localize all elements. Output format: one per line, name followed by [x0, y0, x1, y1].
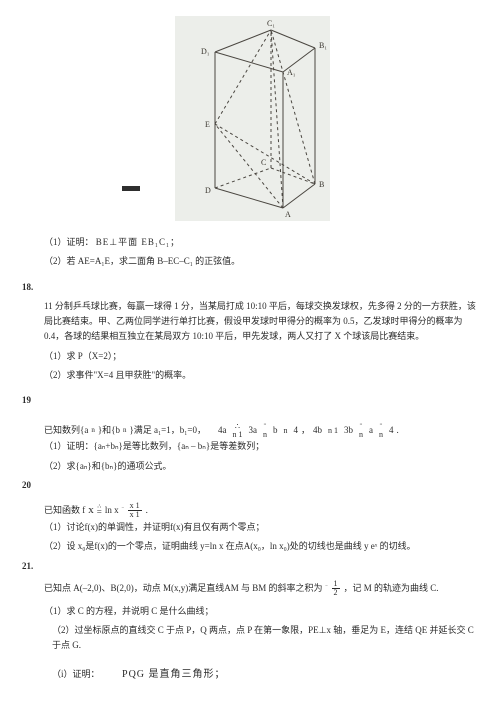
q21: 已知点 A(–2,0)、B(2,0)，动点 M(x,y)满足直线AM 与 BM … — [22, 580, 482, 683]
t: }和{b — [98, 423, 120, 438]
q18: 18. 11 分制乒乓球比赛，每赢一球得 1 分，当某局打成 10:10 平后，… — [22, 280, 482, 384]
q19-p2: （2）求{aₙ}和{bₙ}的通项公式。 — [22, 459, 482, 474]
prism-figure: A B C D A₁ B₁ C₁ D₁ E — [175, 16, 330, 221]
q17-part2: （2）若 AE=A₁E，求二面角 B–EC–C₁ 的正弦值。 — [22, 254, 482, 269]
t: 3b — [344, 423, 353, 438]
t: 已知数列{a — [44, 423, 88, 438]
q18-p2: （2）求事件"X=4 且甲获胜"的概率。 — [22, 368, 482, 383]
t: n — [91, 425, 95, 437]
q17-p2-prefix: （2）若 — [44, 256, 78, 266]
black-bar — [122, 186, 140, 191]
svg-text:D₁: D₁ — [201, 47, 210, 56]
q21-pi-prefix: （i）证明： — [52, 669, 100, 679]
t: 4 — [293, 423, 298, 438]
svg-text:C: C — [261, 158, 266, 167]
svg-text:C₁: C₁ — [267, 19, 275, 28]
q19-intro: 已知数列{an }和{bn }满足 a₁=1，b₁=0， 4a ∴n 1 3a … — [22, 423, 482, 440]
svg-text:D: D — [205, 186, 211, 195]
svg-text:E: E — [205, 120, 210, 129]
t: n — [123, 425, 127, 437]
q19-num: 19 — [22, 395, 31, 405]
t: b — [273, 423, 278, 438]
t: 已知点 A(–2,0)、B(2,0)，动点 M(x,y)满足直线AM 与 BM … — [44, 581, 323, 596]
q21-p1: （1）求 C 的方程，并说明 C 是什么曲线； — [22, 604, 482, 619]
t: x — [88, 501, 94, 520]
t: ，记 M 的轨迹为曲线 C. — [344, 581, 439, 596]
q21-pi: （i）证明： PQG 是直角三角形； — [22, 666, 482, 683]
q20-p1: （1）讨论f(x)的单调性，并证明f(x)有且仅有两个零点； — [22, 520, 482, 535]
t: 2 — [332, 589, 340, 597]
q20: 已知函数 f x ∴= ln x ¨ x 1 x 1 . （1）讨论f(x)的单… — [22, 501, 482, 554]
q20-num: 20 — [22, 480, 31, 490]
q18-num: 18. — [22, 282, 33, 292]
t: 4b — [313, 423, 322, 438]
q17-part1: （1）证明： BE⊥平面 EB₁C₁； — [22, 235, 482, 250]
svg-text:B: B — [319, 180, 324, 189]
q21-num: 21. — [22, 561, 33, 571]
t: x 1 — [128, 511, 142, 519]
q19-p1: （1）证明：{aₙ+bₙ}是等比数列，{aₙ – bₙ}是等差数列； — [22, 439, 482, 454]
t: ln x — [105, 503, 119, 518]
q18-body: 11 分制乒乓球比赛，每赢一球得 1 分，当某局打成 10:10 平后，每球交换… — [22, 299, 482, 345]
q17-p1-prefix: （1）证明： — [44, 237, 94, 247]
t: 4a — [218, 423, 227, 438]
q21-intro: 已知点 A(–2,0)、B(2,0)，动点 M(x,y)满足直线AM 与 BM … — [22, 580, 482, 598]
q20-p2: （2）设 x₀是f(x)的一个零点，证明曲线 y=ln x 在点A(x₀，ln … — [22, 539, 482, 554]
t: 已知函数 f — [44, 503, 85, 518]
q21-p2: （2）过坐标原点的直线交 C 于点 P，Q 两点，点 P 在第一象限，PE⊥x … — [22, 623, 482, 654]
q18-p1: （1）求 P（X=2）； — [22, 349, 482, 364]
svg-text:A₁: A₁ — [287, 68, 296, 77]
svg-text:B₁: B₁ — [319, 41, 327, 50]
t: }满足 a₁=1，b₁=0， — [129, 423, 206, 438]
t: a — [369, 423, 373, 438]
q19: 19 已知数列{an }和{bn }满足 a₁=1，b₁=0， 4a ∴n 1 … — [22, 393, 482, 474]
q20-intro: 已知函数 f x ∴= ln x ¨ x 1 x 1 . — [22, 501, 482, 520]
q17-p2-body: AE=A₁E，求二面角 B–EC–C₁ 的正弦值。 — [78, 256, 240, 266]
q21-pi-body: PQG 是直角三角形； — [122, 669, 226, 680]
q17-p1-body: BE⊥平面 EB₁C₁； — [96, 237, 180, 247]
t: 4 — [389, 423, 394, 438]
svg-text:A: A — [285, 210, 291, 219]
prism-figure-wrap: A B C D A₁ B₁ C₁ D₁ E — [22, 16, 482, 221]
t: 3a — [248, 423, 257, 438]
